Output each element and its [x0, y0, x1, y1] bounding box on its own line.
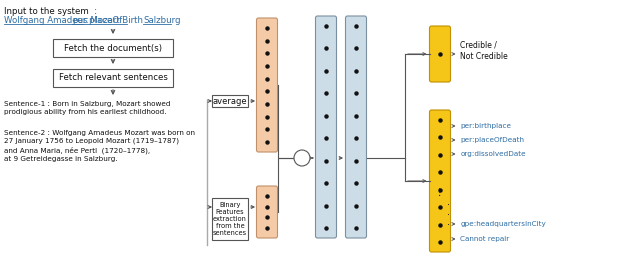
- Text: Cannot repair: Cannot repair: [461, 236, 509, 242]
- Text: .: .: [447, 207, 449, 217]
- FancyBboxPatch shape: [212, 198, 248, 240]
- Text: Sentence-1 : Born in Salzburg, Mozart showed
prodigious ability from his earlies: Sentence-1 : Born in Salzburg, Mozart sh…: [4, 101, 170, 115]
- Text: gpe:headquartersInCity: gpe:headquartersInCity: [461, 221, 547, 227]
- Text: per:birthplace: per:birthplace: [461, 123, 511, 129]
- Text: per:placeOfDeath: per:placeOfDeath: [461, 137, 525, 143]
- FancyBboxPatch shape: [346, 16, 367, 238]
- Circle shape: [294, 150, 310, 166]
- Text: Fetch the document(s): Fetch the document(s): [64, 43, 162, 53]
- FancyBboxPatch shape: [212, 95, 248, 107]
- FancyBboxPatch shape: [53, 39, 173, 57]
- Text: .: .: [447, 197, 449, 207]
- FancyBboxPatch shape: [257, 18, 278, 152]
- FancyBboxPatch shape: [316, 16, 337, 238]
- Text: Fetch relevant sentences: Fetch relevant sentences: [59, 73, 168, 83]
- Text: ⋯: ⋯: [435, 185, 445, 195]
- Text: Input to the system  :: Input to the system :: [4, 7, 97, 16]
- Text: org:dissolvedDate: org:dissolvedDate: [461, 151, 526, 157]
- FancyBboxPatch shape: [53, 69, 173, 87]
- Text: Credible /
Not Credible: Credible / Not Credible: [461, 41, 508, 61]
- Text: average: average: [212, 97, 247, 105]
- Text: Wolfgang Amadeus Mozart: Wolfgang Amadeus Mozart: [4, 16, 120, 25]
- Text: Sentence-2 : Wolfgang Amadeus Mozart was born on
27 January 1756 to Leopold Moza: Sentence-2 : Wolfgang Amadeus Mozart was…: [4, 130, 195, 162]
- FancyBboxPatch shape: [429, 26, 451, 82]
- FancyBboxPatch shape: [257, 186, 278, 238]
- Text: Binary
Features
extraction
from the
sentences: Binary Features extraction from the sent…: [213, 202, 247, 236]
- Text: per:placeOfBirth: per:placeOfBirth: [72, 16, 143, 25]
- FancyBboxPatch shape: [429, 110, 451, 252]
- Text: Salzburg: Salzburg: [143, 16, 180, 25]
- Text: .: .: [447, 217, 449, 227]
